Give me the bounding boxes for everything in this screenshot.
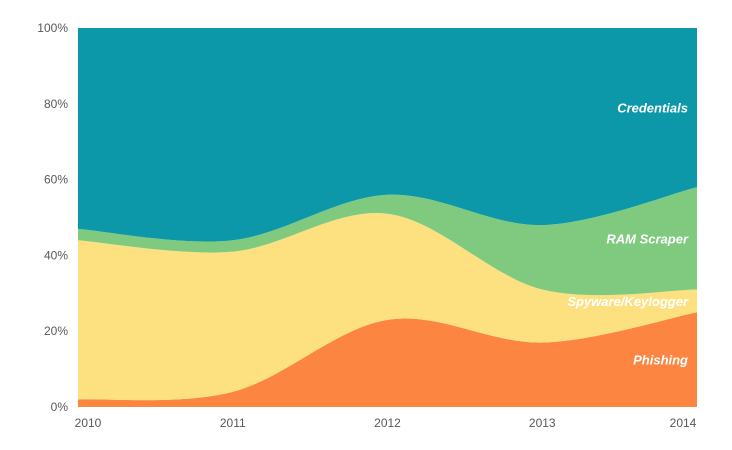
x-axis-tick-label: 2011 <box>220 416 246 430</box>
series-label-spyware-keylogger: Spyware/Keylogger <box>567 294 689 309</box>
area-phishing <box>78 312 697 407</box>
y-axis-tick-label: 20% <box>44 324 68 338</box>
area-spyware-keylogger <box>78 213 697 401</box>
series-label-credentials: Credentials <box>617 101 688 116</box>
x-axis-tick-label: 2012 <box>374 416 401 430</box>
series-label-phishing: Phishing <box>633 353 688 368</box>
y-axis-tick-label: 0% <box>51 400 69 414</box>
series-label-ram-scraper: RAM Scraper <box>606 231 689 246</box>
y-axis-tick-label: 100% <box>37 21 68 35</box>
y-axis-tick-label: 40% <box>44 248 68 262</box>
area-credentials <box>78 28 697 242</box>
area-ram-scraper <box>78 187 697 296</box>
y-axis-tick-label: 60% <box>44 173 68 187</box>
x-axis-tick-label: 2014 <box>670 416 697 430</box>
x-axis-tick-label: 2013 <box>529 416 556 430</box>
x-axis-tick-label: 2010 <box>75 416 102 430</box>
y-axis-tick-label: 80% <box>44 97 68 111</box>
